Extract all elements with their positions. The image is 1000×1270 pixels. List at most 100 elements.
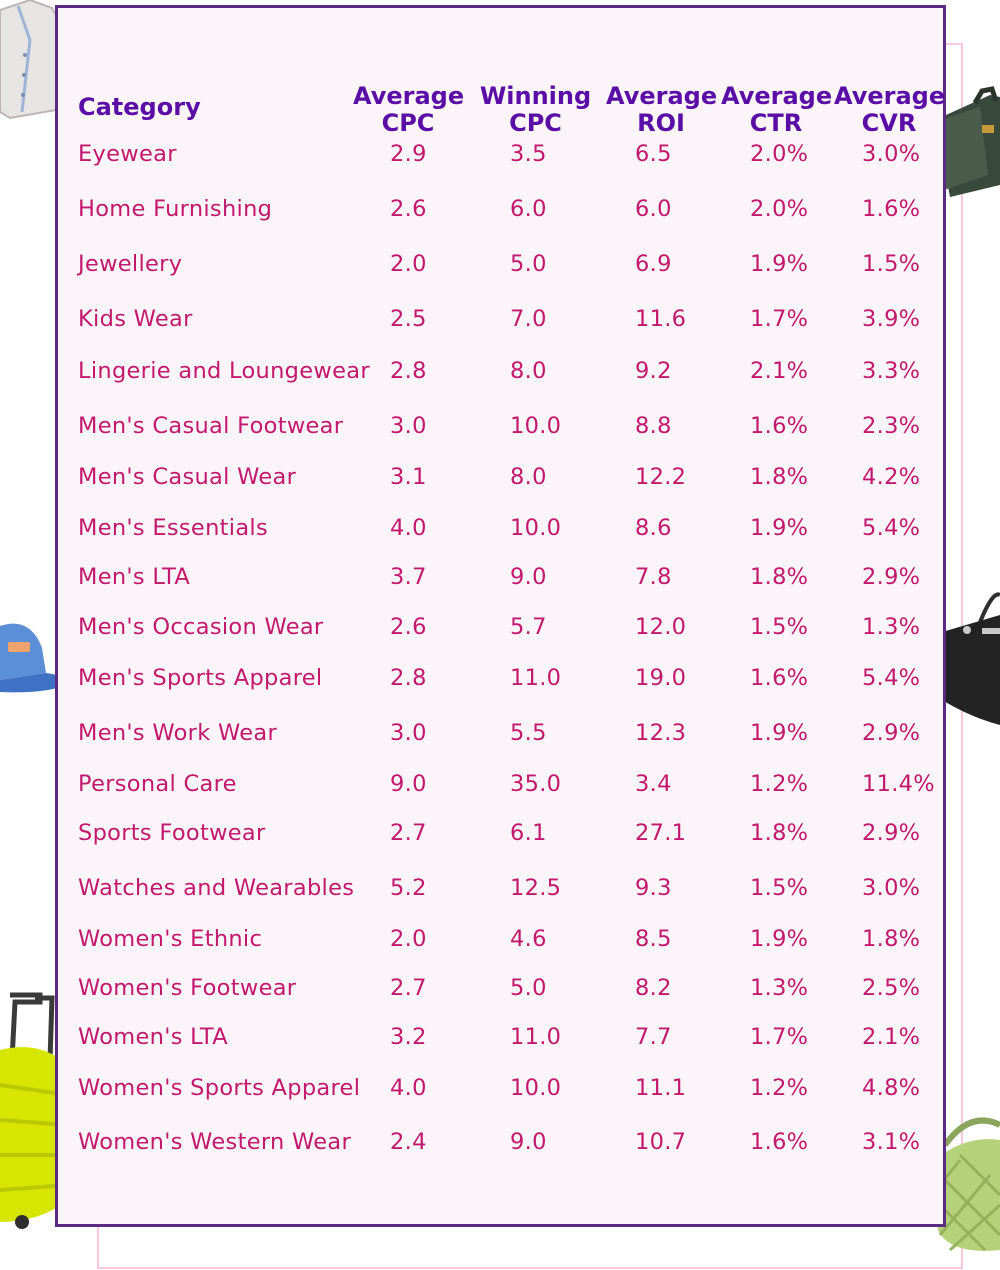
header-average-cvr: Average CVR [834, 82, 946, 137]
category-cell: Women's Sports Apparel [78, 1075, 361, 1101]
table-row: Women's Sports Apparel 4.0 10.0 11.1 1.2% 4.8… [58, 1071, 943, 1105]
table-row: Women's LTA 3.2 11.0 7.7 1.7% 2.1% [58, 1020, 943, 1054]
avg-roi-cell: 3.4 [635, 771, 672, 797]
win-cpc-cell: 35.0 [510, 771, 562, 797]
avg-cvr-cell: 3.1% [862, 1129, 921, 1155]
avg-cpc-cell: 2.4 [390, 1129, 427, 1155]
avg-roi-cell: 6.0 [635, 196, 672, 222]
win-cpc-cell: 11.0 [510, 1024, 562, 1050]
avg-ctr-cell: 1.9% [750, 926, 809, 952]
category-cell: Lingerie and Loungewear [78, 358, 370, 384]
table-row: Personal Care 9.0 35.0 3.4 1.2% 11.4% [58, 767, 943, 801]
table-row: Women's Western Wear 2.4 9.0 10.7 1.6% 3.1% [58, 1125, 943, 1159]
avg-roi-cell: 10.7 [635, 1129, 687, 1155]
avg-cpc-cell: 2.9 [390, 141, 427, 167]
category-cell: Men's LTA [78, 564, 191, 590]
avg-cvr-cell: 5.4% [862, 515, 921, 541]
win-cpc-cell: 5.0 [510, 975, 547, 1001]
avg-ctr-cell: 1.7% [750, 306, 809, 332]
avg-ctr-cell: 2.0% [750, 196, 809, 222]
avg-cpc-cell: 4.0 [390, 515, 427, 541]
avg-ctr-cell: 1.2% [750, 771, 809, 797]
avg-roi-cell: 8.5 [635, 926, 672, 952]
avg-ctr-cell: 1.9% [750, 720, 809, 746]
data-table-card: Category Average CPC Winning CPC Average RO… [55, 5, 946, 1227]
avg-roi-cell: 27.1 [635, 820, 687, 846]
category-cell: Jewellery [78, 251, 183, 277]
win-cpc-cell: 10.0 [510, 515, 562, 541]
avg-cpc-cell: 3.7 [390, 564, 427, 590]
avg-cvr-cell: 1.8% [862, 926, 921, 952]
header-average-roi: Average ROI [606, 82, 718, 137]
table-row: Eyewear 2.9 3.5 6.5 2.0% 3.0% [58, 137, 943, 171]
win-cpc-cell: 10.0 [510, 413, 562, 439]
avg-cpc-cell: 2.8 [390, 665, 427, 691]
category-cell: Men's Occasion Wear [78, 614, 324, 640]
avg-cpc-cell: 3.0 [390, 413, 427, 439]
avg-cpc-cell: 2.8 [390, 358, 427, 384]
avg-ctr-cell: 1.7% [750, 1024, 809, 1050]
avg-cpc-cell: 3.1 [390, 464, 427, 490]
avg-cpc-cell: 5.2 [390, 875, 427, 901]
table-row: Men's Occasion Wear 2.6 5.7 12.0 1.5% 1.3% [58, 610, 943, 644]
avg-cpc-cell: 2.6 [390, 196, 427, 222]
avg-cvr-cell: 3.9% [862, 306, 921, 332]
header-winning-cpc: Winning CPC [479, 82, 592, 137]
avg-roi-cell: 12.3 [635, 720, 687, 746]
table-row: Jewellery 2.0 5.0 6.9 1.9% 1.5% [58, 247, 943, 281]
avg-ctr-cell: 2.1% [750, 358, 809, 384]
win-cpc-cell: 5.0 [510, 251, 547, 277]
category-cell: Women's Footwear [78, 975, 297, 1001]
table-row: Men's Casual Footwear 3.0 10.0 8.8 1.6% 2.3% [58, 409, 943, 443]
avg-roi-cell: 7.7 [635, 1024, 672, 1050]
avg-cvr-cell: 11.4% [862, 771, 935, 797]
avg-cpc-cell: 2.7 [390, 975, 427, 1001]
avg-ctr-cell: 1.3% [750, 975, 809, 1001]
avg-cvr-cell: 2.1% [862, 1024, 921, 1050]
avg-ctr-cell: 1.6% [750, 413, 809, 439]
avg-cvr-cell: 1.6% [862, 196, 921, 222]
avg-ctr-cell: 1.8% [750, 564, 809, 590]
avg-cvr-cell: 3.3% [862, 358, 921, 384]
avg-ctr-cell: 1.9% [750, 515, 809, 541]
avg-ctr-cell: 2.0% [750, 141, 809, 167]
avg-ctr-cell: 1.2% [750, 1075, 809, 1101]
category-cell: Men's Essentials [78, 515, 268, 541]
win-cpc-cell: 11.0 [510, 665, 562, 691]
win-cpc-cell: 3.5 [510, 141, 547, 167]
avg-cvr-cell: 1.5% [862, 251, 921, 277]
suitcase-icon [0, 992, 69, 1229]
win-cpc-cell: 6.1 [510, 820, 547, 846]
table-row: Men's LTA 3.7 9.0 7.8 1.8% 2.9% [58, 560, 943, 594]
avg-cpc-cell: 2.0 [390, 251, 427, 277]
category-cell: Personal Care [78, 771, 237, 797]
header-average-ctr: Average CTR [721, 82, 833, 137]
avg-ctr-cell: 1.8% [750, 820, 809, 846]
win-cpc-cell: 9.0 [510, 564, 547, 590]
avg-ctr-cell: 1.6% [750, 1129, 809, 1155]
category-cell: Watches and Wearables [78, 875, 355, 901]
category-cell: Eyewear [78, 141, 177, 167]
table-row: Men's Casual Wear 3.1 8.0 12.2 1.8% 4.2% [58, 460, 943, 494]
avg-roi-cell: 11.6 [635, 306, 687, 332]
win-cpc-cell: 4.6 [510, 926, 547, 952]
win-cpc-cell: 12.5 [510, 875, 562, 901]
avg-ctr-cell: 1.8% [750, 464, 809, 490]
table-row: Men's Essentials 4.0 10.0 8.6 1.9% 5.4% [58, 511, 943, 545]
category-cell: Women's Western Wear [78, 1129, 352, 1155]
table-row: Watches and Wearables 5.2 12.5 9.3 1.5% 3.0% [58, 871, 943, 905]
avg-cvr-cell: 2.3% [862, 413, 921, 439]
avg-roi-cell: 6.9 [635, 251, 672, 277]
avg-roi-cell: 7.8 [635, 564, 672, 590]
avg-cvr-cell: 2.9% [862, 564, 921, 590]
win-cpc-cell: 8.0 [510, 358, 547, 384]
avg-cvr-cell: 1.3% [862, 614, 921, 640]
category-cell: Men's Casual Wear [78, 464, 297, 490]
table-row: Kids Wear 2.5 7.0 11.6 1.7% 3.9% [58, 302, 943, 336]
category-cell: Men's Sports Apparel [78, 665, 323, 691]
win-cpc-cell: 7.0 [510, 306, 547, 332]
win-cpc-cell: 8.0 [510, 464, 547, 490]
avg-cvr-cell: 2.9% [862, 720, 921, 746]
avg-cpc-cell: 9.0 [390, 771, 427, 797]
table-row: Women's Footwear 2.7 5.0 8.2 1.3% 2.5% [58, 971, 943, 1005]
